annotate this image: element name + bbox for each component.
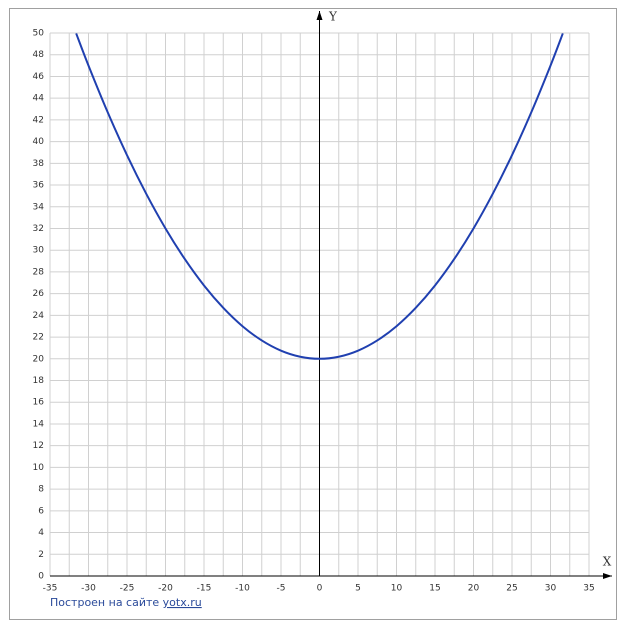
- y-tick-label: 28: [33, 267, 45, 277]
- y-tick-label: 40: [33, 137, 45, 147]
- y-tick-label: 30: [33, 246, 45, 256]
- credit: Построен на сайте yotx.ru: [50, 596, 202, 609]
- x-tick-label: -5: [277, 584, 286, 594]
- credit-link[interactable]: yotx.ru: [163, 596, 202, 609]
- y-tick-label: 16: [33, 398, 45, 408]
- x-tick-label: -15: [197, 584, 212, 594]
- x-tick-label: -10: [235, 584, 250, 594]
- y-arrow: [316, 11, 323, 20]
- x-tick-label: 10: [391, 584, 403, 594]
- y-tick-label: 10: [33, 463, 45, 473]
- y-tick-label: 4: [38, 528, 44, 538]
- y-tick-label: 0: [38, 572, 44, 582]
- y-tick-label: 26: [33, 289, 45, 299]
- credit-text: Построен на сайте: [50, 596, 159, 609]
- x-tick-label: 35: [583, 584, 594, 594]
- x-tick-label: 20: [468, 584, 480, 594]
- y-tick-label: 14: [33, 419, 45, 429]
- y-tick-label: 34: [33, 202, 45, 212]
- y-tick-label: 48: [33, 50, 45, 60]
- x-tick-label: 0: [317, 584, 323, 594]
- x-arrow: [603, 573, 612, 579]
- x-tick-label: -30: [81, 584, 96, 594]
- curve: [75, 33, 564, 360]
- x-tick-label: 30: [545, 584, 557, 594]
- y-tick-label: 32: [33, 224, 44, 234]
- frame: [9, 8, 617, 620]
- x-tick-label: -20: [158, 584, 173, 594]
- y-tick-label: 2: [38, 550, 44, 560]
- x-tick-label: 5: [355, 584, 361, 594]
- x-tick-label: 15: [429, 584, 440, 594]
- y-tick-label: 42: [33, 115, 44, 125]
- y-axis-label: Y: [328, 10, 338, 24]
- x-axis-label: X: [603, 555, 612, 569]
- y-tick-label: 6: [38, 506, 44, 516]
- y-tick-label: 38: [33, 159, 45, 169]
- y-tick-label: 50: [33, 29, 45, 39]
- y-tick-label: 24: [33, 311, 45, 321]
- y-tick-label: 18: [33, 376, 45, 386]
- y-tick-label: 46: [33, 72, 45, 82]
- y-tick-label: 8: [38, 485, 44, 495]
- x-tick-label: -25: [120, 584, 135, 594]
- y-tick-label: 36: [33, 181, 45, 191]
- y-tick-label: 44: [33, 94, 45, 104]
- x-tick-label: 25: [506, 584, 517, 594]
- x-tick-label: -35: [43, 584, 58, 594]
- y-tick-label: 12: [33, 441, 44, 451]
- y-tick-label: 20: [33, 354, 45, 364]
- y-tick-label: 22: [33, 333, 44, 343]
